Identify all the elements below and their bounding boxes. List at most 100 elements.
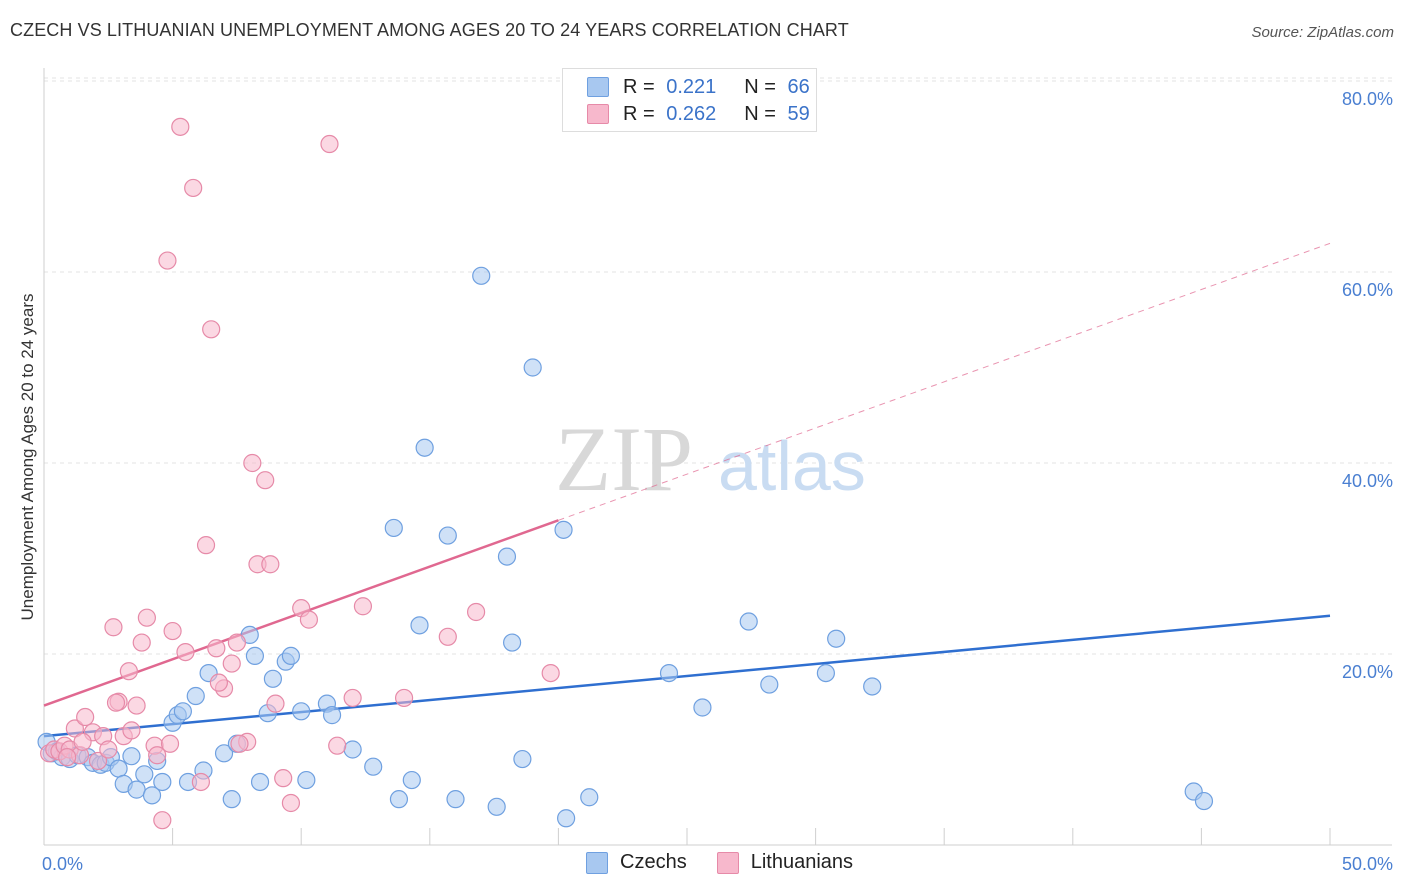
data-point-lithuanians: [256, 471, 275, 490]
data-point-lithuanians: [266, 694, 285, 713]
x-tick-label: 50.0%: [1342, 854, 1393, 874]
series-swatch-lithuanians: [716, 851, 739, 874]
data-point-czechs: [760, 675, 779, 694]
data-point-lithuanians: [106, 693, 126, 712]
data-point-lithuanians: [171, 117, 190, 136]
series-swatch-czechs: [586, 851, 608, 874]
data-point-lithuanians: [353, 597, 373, 616]
data-point-lithuanians: [88, 751, 108, 771]
axes: [43, 68, 1392, 846]
data-point-czechs: [250, 772, 270, 792]
y-tick-label: 20.0%: [1342, 662, 1393, 682]
data-point-lithuanians: [438, 627, 457, 646]
data-point-czechs: [173, 702, 192, 721]
trend-line-czechs: [43, 614, 1331, 738]
series-label-lithuanians: Lithuanians: [750, 851, 854, 873]
data-point-lithuanians: [158, 251, 177, 270]
series-legend-lithuanians[interactable]: Lithuanians: [716, 851, 854, 874]
data-point-czechs: [402, 770, 421, 790]
data-point-czechs: [245, 646, 265, 666]
data-point-lithuanians: [76, 707, 95, 727]
tick-labels: 20.0% 40.0% 60.0% 80.0% 0.0% 50.0%: [42, 89, 1393, 874]
data-point-lithuanians: [222, 654, 241, 673]
data-point-lithuanians: [163, 621, 182, 641]
data-point-lithuanians: [184, 178, 203, 198]
data-point-czechs: [513, 749, 532, 769]
data-point-czechs: [122, 747, 141, 766]
data-point-lithuanians: [196, 536, 216, 555]
legend-n-label: N =: [744, 75, 782, 98]
legend-swatch-lithuanians: [587, 104, 609, 124]
data-point-czechs: [263, 669, 283, 688]
data-point-lithuanians: [99, 740, 118, 759]
data-point-czechs: [580, 788, 599, 807]
data-point-czechs: [693, 698, 712, 717]
data-point-lithuanians: [227, 633, 246, 652]
data-point-czechs: [153, 772, 172, 792]
legend-n-value: 66: [787, 75, 810, 98]
data-point-czechs: [343, 740, 362, 759]
grid-lines: [44, 77, 1392, 655]
series-legend-czechs[interactable]: Czechs: [586, 851, 687, 874]
data-point-czechs: [384, 518, 403, 538]
data-point-czechs: [446, 790, 465, 809]
watermark-zip: ZIP: [555, 408, 693, 510]
source-label: Source: ZipAtlas.com: [1251, 24, 1394, 41]
y-tick-label: 40.0%: [1342, 471, 1393, 491]
data-point-lithuanians: [281, 793, 301, 813]
data-point-czechs: [109, 759, 128, 778]
legend-r-label: R =: [623, 75, 661, 98]
data-point-lithuanians: [230, 734, 249, 753]
data-point-lithuanians: [274, 769, 293, 788]
data-point-lithuanians: [148, 746, 167, 765]
data-point-czechs: [389, 790, 409, 809]
watermark: ZIP atlas: [555, 408, 866, 510]
data-point-czechs: [554, 520, 573, 539]
data-point-czechs: [816, 663, 835, 683]
data-point-czechs: [659, 663, 679, 683]
data-point-czechs: [503, 633, 522, 652]
data-point-lithuanians: [466, 602, 486, 622]
chart-title: CZECH VS LITHUANIAN UNEMPLOYMENT AMONG A…: [10, 20, 849, 40]
data-point-lithuanians: [58, 748, 77, 767]
data-point-lithuanians: [65, 719, 84, 738]
data-point-czechs: [410, 616, 429, 635]
data-point-lithuanians: [243, 453, 262, 473]
data-point-lithuanians: [73, 732, 92, 751]
data-point-czechs: [415, 438, 434, 457]
legend-row-lithuanians: R = 0.262 N = 59: [587, 101, 810, 127]
data-point-czechs: [222, 790, 241, 809]
y-tick-label: 60.0%: [1342, 280, 1393, 300]
legend-swatch-czechs: [587, 77, 609, 97]
data-point-lithuanians: [541, 663, 560, 683]
data-point-czechs: [863, 677, 882, 696]
data-point-czechs: [186, 686, 205, 706]
data-point-czechs: [297, 770, 316, 790]
data-point-lithuanians: [160, 734, 180, 753]
data-point-lithuanians: [261, 555, 280, 574]
data-point-czechs: [827, 629, 846, 648]
watermark-atlas: atlas: [718, 427, 866, 505]
legend-r-value: 0.221: [666, 75, 717, 98]
series-label-czechs: Czechs: [620, 851, 687, 873]
data-point-czechs: [497, 547, 517, 566]
data-point-lithuanians: [328, 736, 347, 755]
data-point-czechs: [557, 809, 576, 828]
data-point-lithuanians: [209, 673, 228, 692]
y-tick-label: 80.0%: [1342, 89, 1393, 109]
data-point-lithuanians: [104, 618, 123, 637]
data-point-czechs: [142, 786, 162, 805]
legend-r-value: 0.262: [666, 102, 717, 125]
data-point-lithuanians: [299, 610, 319, 629]
legend-r-label: R =: [623, 102, 661, 125]
legend-n-value: 59: [787, 102, 810, 125]
data-point-czechs: [135, 765, 154, 784]
data-point-lithuanians: [191, 772, 210, 792]
data-point-czechs: [472, 266, 491, 285]
data-point-czechs: [292, 702, 311, 721]
data-point-czechs: [214, 744, 234, 763]
data-point-czechs: [127, 780, 146, 799]
data-point-lithuanians: [207, 639, 226, 658]
data-point-lithuanians: [176, 642, 195, 662]
